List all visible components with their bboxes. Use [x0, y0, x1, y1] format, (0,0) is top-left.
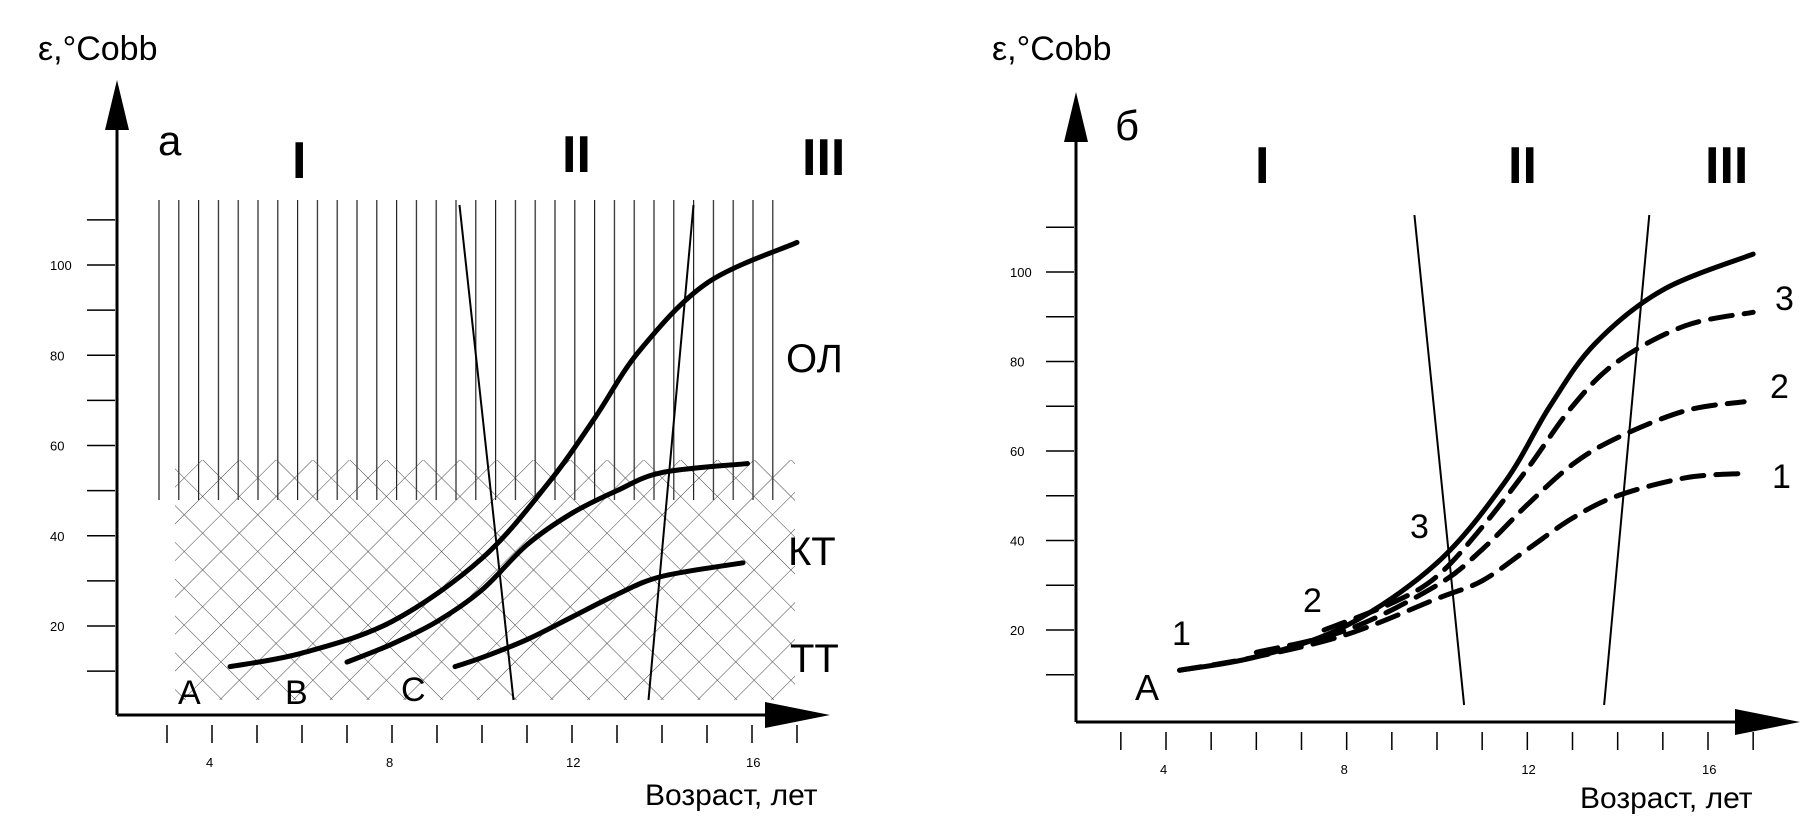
series-curve-A	[227, 239, 800, 670]
x-axis-arrow	[765, 702, 830, 728]
zone-boundaries-a	[458, 204, 695, 701]
y-axis-label-a: ε,°Cobb	[38, 30, 157, 68]
x-tick-label: 16	[1702, 762, 1716, 777]
y-tick-label: 60	[1010, 444, 1024, 459]
series-curve-2	[1253, 399, 1747, 655]
zone-boundary-line	[1413, 214, 1466, 706]
zone-boundary-line	[1603, 214, 1651, 706]
x-tick-label: 4	[1160, 762, 1167, 777]
y-axis-label-b: ε,°Cobb	[992, 30, 1111, 68]
zone-boundary-line	[458, 204, 515, 701]
x-tick-label: 8	[386, 755, 393, 770]
x-axis-label-a: Возраст, лет	[645, 779, 818, 812]
curves-b	[1177, 251, 1756, 673]
zone-label-a-2: II	[562, 126, 591, 184]
point-label-1-b: 1	[1172, 615, 1191, 653]
point-label-2-b: 2	[1303, 582, 1322, 620]
y-tick-label: 100	[50, 258, 72, 273]
x-tick-label: 16	[746, 755, 760, 770]
x-tick-label: 8	[1341, 762, 1348, 777]
y-tick-label: 20	[50, 619, 64, 634]
zone-boundary-line	[647, 204, 695, 701]
zone-label-a-3: III	[802, 129, 845, 187]
region-kt-hatch-b	[175, 460, 795, 700]
series-label-b: B	[285, 674, 308, 712]
x-tick-label: 4	[206, 755, 213, 770]
x-axis-arrow	[1735, 709, 1800, 735]
region-label-tt: ТТ	[790, 637, 839, 681]
series-curve-main	[1177, 251, 1756, 673]
ticks-a: 20 40 60 80 100 4 8 12 16	[50, 219, 798, 770]
y-tick-label: 100	[1010, 265, 1032, 280]
zone-label-b-2: II	[1508, 137, 1537, 195]
series-curve-C	[452, 560, 746, 670]
series-label-c: C	[401, 671, 426, 709]
point-label-3-b: 3	[1410, 508, 1429, 546]
axes-b	[1064, 92, 1800, 735]
panel-letter-a: а	[158, 117, 182, 164]
point-label-a-b: A	[1135, 667, 1159, 708]
zone-label-b-1: I	[1255, 137, 1269, 195]
axes-a	[105, 80, 830, 728]
series-curve-B	[344, 461, 750, 665]
y-axis-arrow	[1064, 92, 1088, 142]
y-tick-label: 60	[50, 439, 64, 454]
region-label-ol: ОЛ	[786, 337, 843, 381]
panel-a: 20 40 60 80 100 4 8 12 16 ε,°Cobb Возраст, лет а…	[38, 30, 845, 812]
y-tick-label: 20	[1010, 623, 1024, 638]
y-tick-label: 40	[50, 529, 64, 544]
end-label-1: 1	[1772, 458, 1791, 496]
zone-label-b-3: III	[1705, 137, 1748, 195]
zone-boundaries-b	[1413, 214, 1651, 706]
end-label-2: 2	[1770, 368, 1789, 406]
series-label-a: A	[178, 674, 201, 712]
region-label-kt: КТ	[788, 530, 836, 574]
panel-letter-b: б	[1115, 102, 1139, 149]
y-tick-label: 80	[1010, 355, 1024, 370]
series-curve-3	[1321, 309, 1756, 633]
x-tick-label: 12	[1521, 762, 1535, 777]
curves-a	[227, 239, 800, 670]
y-axis-arrow	[105, 80, 129, 130]
y-tick-label: 80	[50, 348, 64, 363]
zone-label-a-1: I	[292, 132, 306, 190]
x-tick-label: 12	[566, 755, 580, 770]
series-curve-1	[1177, 470, 1747, 673]
x-axis-label-b: Возраст, лет	[1580, 782, 1753, 815]
end-label-3: 3	[1775, 280, 1794, 318]
y-tick-label: 40	[1010, 534, 1024, 549]
